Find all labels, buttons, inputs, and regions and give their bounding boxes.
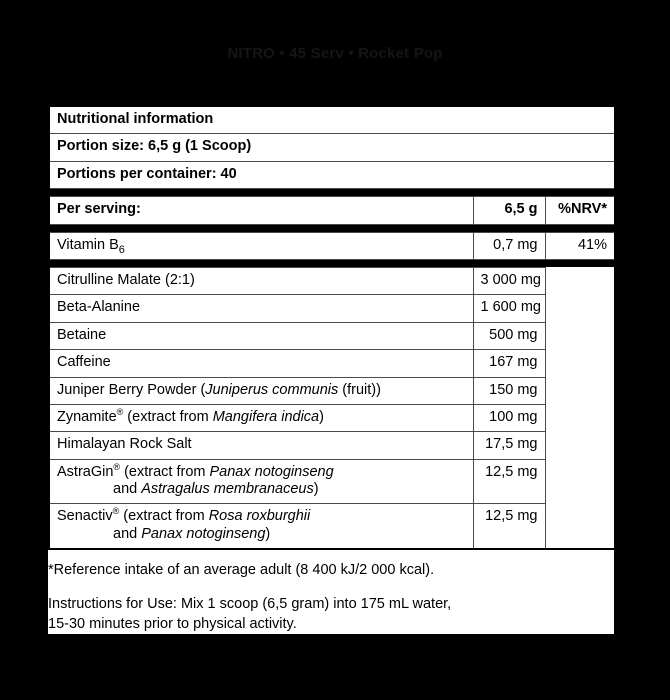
nrv-empty-cell <box>545 267 615 294</box>
table-row: Beta-Alanine 1 600 mg <box>48 294 615 323</box>
separator-bar <box>49 188 615 197</box>
registered-trademark-icon: ® <box>112 506 120 517</box>
nrv-empty-cell <box>545 295 615 322</box>
nrv-column-header: %NRV* <box>544 196 616 225</box>
nrv-empty-cell <box>545 350 615 377</box>
portions-per-container-text: Portions per container: 40 <box>48 160 616 190</box>
per-serving-label: Per serving: <box>48 196 474 225</box>
separator-bar <box>49 259 615 268</box>
table-row-per-serving-header: Per serving: 6,5 g %NRV* <box>48 196 616 225</box>
registered-trademark-icon: ® <box>116 407 124 418</box>
separator-bar-top <box>49 188 615 197</box>
portion-size-text: Portion size: 6,5 g (1 Scoop) <box>48 133 616 162</box>
ingredient-name: Beta-Alanine <box>48 294 474 323</box>
separator-bar <box>49 224 615 233</box>
ingredient-amount: 17,5 mg <box>472 431 546 460</box>
nrv-empty-cell <box>545 377 615 404</box>
table-row: Himalayan Rock Salt 17,5 mg <box>48 431 615 460</box>
ingredient-amount: 150 mg <box>472 376 546 405</box>
table-row-portions-per-container: Portions per container: 40 <box>48 160 616 190</box>
ingredient-name: Juniper Berry Powder (Juniperus communis… <box>48 376 474 405</box>
ingredient-name: Citrulline Malate (2:1) <box>48 266 474 296</box>
table-row: Citrulline Malate (2:1) 3 000 mg <box>48 266 615 296</box>
ingredient-amount: 500 mg <box>472 321 546 351</box>
nrv-empty-cell <box>545 404 615 431</box>
instructions-line-1: Instructions for Use: Mix 1 scoop (6,5 g… <box>48 596 452 613</box>
nutrition-panel: Nutritional information Portion size: 6,… <box>48 105 616 634</box>
ingredient-amount: 100 mg <box>472 403 546 433</box>
registered-trademark-icon: ® <box>113 461 121 472</box>
nrv-empty-cell <box>545 504 615 549</box>
product-title: NITRO • 45 Serv • Rocket Pop <box>227 45 443 62</box>
nrv-empty-cell <box>545 432 615 459</box>
vitamin-b6-amount: 0,7 mg <box>472 231 546 260</box>
vitamin-b6-subscript: 6 <box>118 243 125 256</box>
table-row-vitamin-b6: Vitamin B6 0,7 mg 41% <box>48 231 616 260</box>
nutrition-table: Nutritional information Portion size: 6,… <box>48 105 616 551</box>
table-row: Senactiv® (extract from Rosa roxburghii a… <box>48 503 615 550</box>
ingredient-name: AstraGin® (extract from Panax notoginsen… <box>48 458 474 505</box>
nutritional-information-heading: Nutritional information <box>48 105 616 135</box>
ingredient-amount: 3 000 mg <box>472 266 546 296</box>
ingredient-name: Himalayan Rock Salt <box>48 431 474 460</box>
ingredient-amount: 1 600 mg <box>472 294 546 323</box>
nrv-empty-cell <box>545 459 615 504</box>
ingredient-amount: 12,5 mg <box>472 503 546 550</box>
table-row: Caffeine 167 mg <box>48 349 615 378</box>
nrv-empty-cell <box>545 322 615 349</box>
separator-bar-bottom <box>49 259 615 268</box>
vitamin-b6-name-prefix: Vitamin B <box>57 236 119 253</box>
ingredient-amount: 167 mg <box>472 349 546 378</box>
separator-bar-middle <box>49 224 615 233</box>
table-row: Zynamite® (extract from Mangifera indica… <box>48 403 615 433</box>
table-row-portion-size: Portion size: 6,5 g (1 Scoop) <box>48 133 616 162</box>
ingredient-name: Betaine <box>48 321 474 351</box>
vitamin-b6-nrv: 41% <box>544 231 616 260</box>
ingredient-name: Zynamite® (extract from Mangifera indica… <box>48 403 474 433</box>
ingredient-name: Senactiv® (extract from Rosa roxburghii a… <box>48 503 474 550</box>
instructions-line-2: 15-30 minutes prior to physical activity… <box>48 615 297 632</box>
table-row: Betaine 500 mg <box>48 321 615 351</box>
footnote-reference-intake: *Reference intake of an average adult (8… <box>48 562 435 579</box>
vitamin-b6-name: Vitamin B6 <box>48 231 474 260</box>
ingredient-amount: 12,5 mg <box>472 458 546 505</box>
table-row: AstraGin® (extract from Panax notoginsen… <box>48 458 615 505</box>
table-row-heading: Nutritional information <box>48 105 616 135</box>
ingredient-name: Caffeine <box>48 349 474 378</box>
footnotes: *Reference intake of an average adult (8… <box>48 550 614 634</box>
serving-column-header: 6,5 g <box>472 196 546 225</box>
table-row: Juniper Berry Powder (Juniperus communis… <box>48 376 615 405</box>
